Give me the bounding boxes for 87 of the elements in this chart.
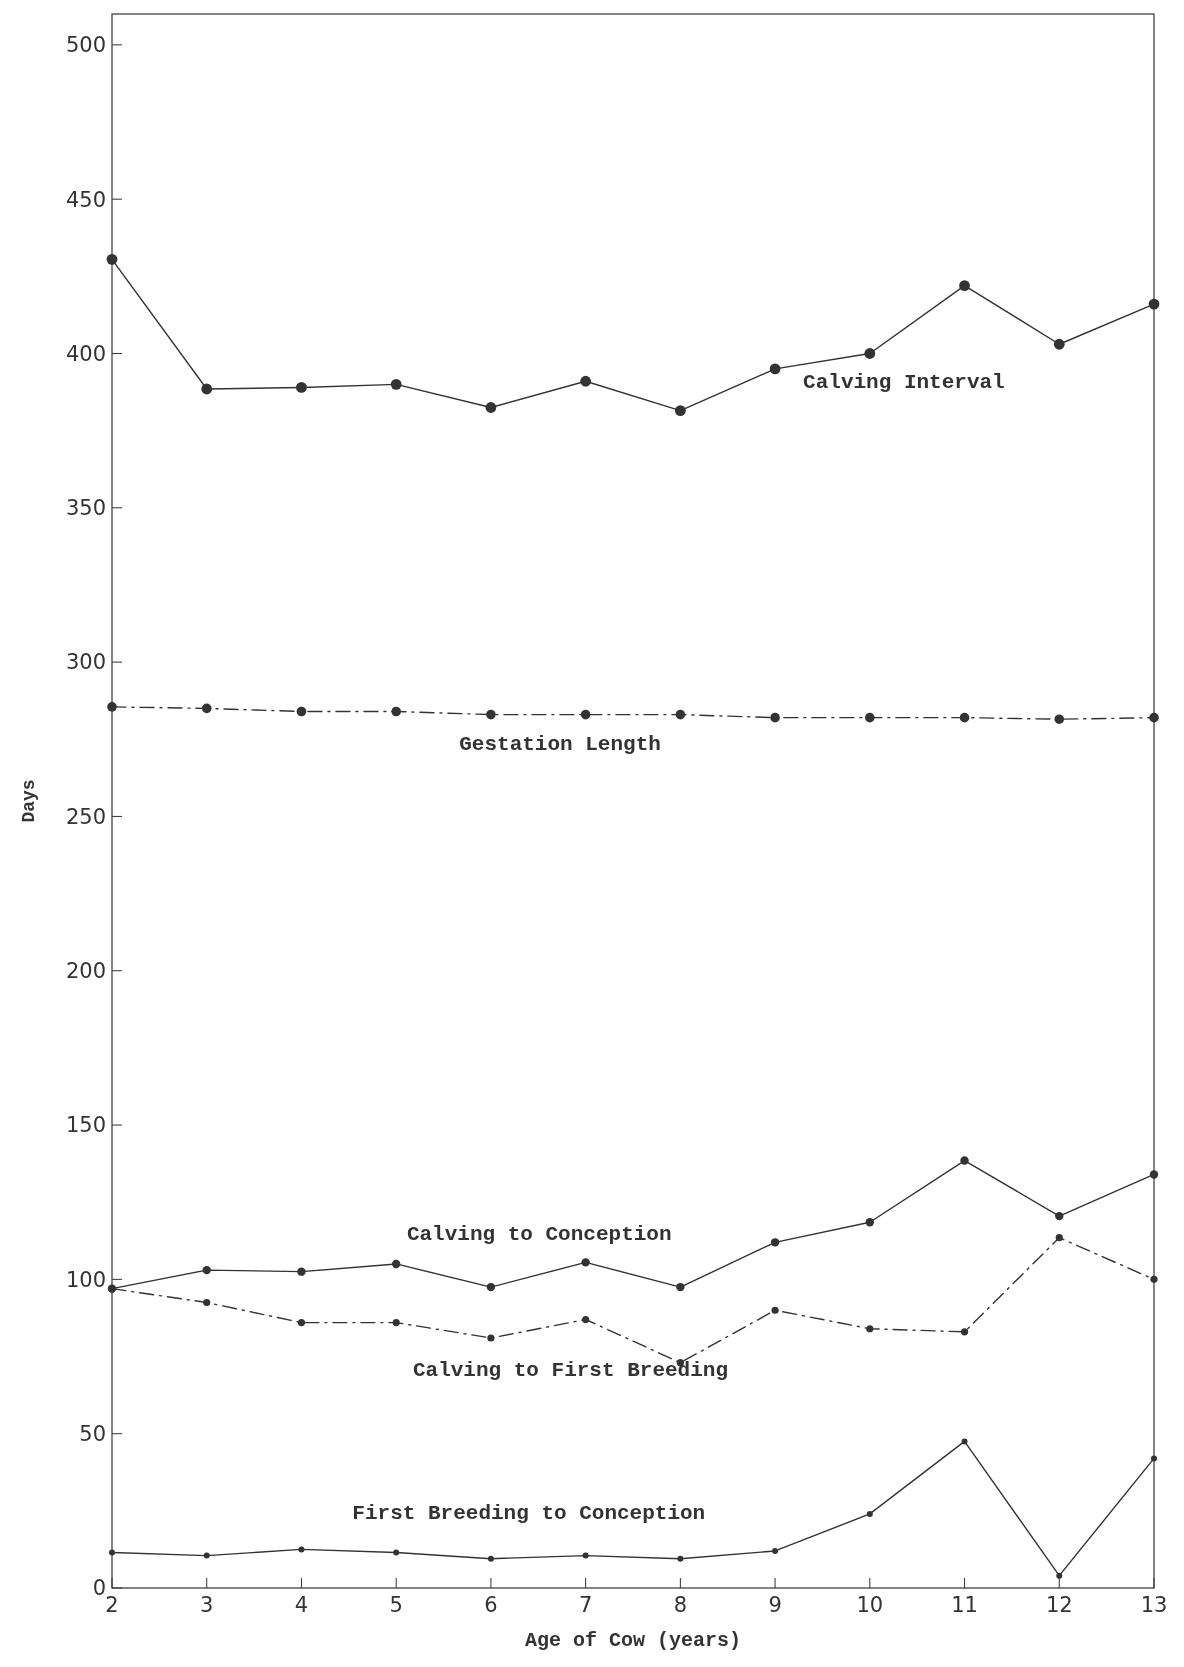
point	[1055, 1211, 1064, 1221]
point	[1053, 338, 1065, 350]
point	[960, 1156, 969, 1165]
point	[201, 703, 212, 714]
point	[675, 709, 686, 720]
x-tick-label: 9	[768, 1593, 782, 1617]
point	[486, 1282, 496, 1292]
point	[391, 1259, 401, 1269]
point	[582, 1552, 589, 1559]
point	[582, 1315, 590, 1324]
point	[296, 706, 307, 717]
x-tick-label: 3	[200, 1593, 214, 1617]
point	[865, 1218, 875, 1227]
point	[1149, 1170, 1159, 1179]
point	[676, 1282, 685, 1292]
point	[1056, 1572, 1063, 1579]
series-label: First Breeding to Conception	[352, 1501, 706, 1525]
point	[1150, 1275, 1158, 1283]
point	[959, 280, 970, 291]
point	[769, 363, 781, 375]
x-tick-label: 12	[1045, 1593, 1073, 1617]
point	[580, 375, 592, 387]
point	[297, 1267, 306, 1276]
x-tick-label: 4	[294, 1593, 309, 1617]
x-tick-label: 5	[389, 1593, 403, 1617]
y-tick-label: 350	[65, 496, 106, 521]
y-tick-label: 400	[65, 341, 106, 366]
point	[1055, 1234, 1063, 1242]
point	[770, 712, 780, 723]
point	[486, 709, 496, 720]
point	[106, 253, 118, 265]
point	[674, 405, 686, 416]
y-tick-label: 150	[65, 1113, 106, 1138]
point	[297, 1318, 306, 1327]
point	[1054, 714, 1065, 725]
point	[298, 1546, 305, 1553]
point	[392, 1318, 400, 1327]
point	[487, 1555, 494, 1562]
point	[866, 1325, 874, 1333]
y-tick-label: 100	[65, 1267, 106, 1292]
point	[109, 1549, 115, 1556]
point	[864, 348, 876, 359]
point	[677, 1555, 684, 1562]
point	[390, 378, 402, 390]
point	[296, 382, 307, 393]
series-label: Calving to First Breeding	[412, 1358, 729, 1382]
point	[581, 1258, 590, 1267]
y-tick-label: 500	[65, 33, 106, 58]
y-tick-label: 50	[79, 1422, 106, 1447]
point	[866, 1510, 873, 1517]
point	[391, 706, 401, 717]
point	[201, 383, 213, 395]
x-tick-label: 8	[673, 1593, 688, 1617]
point	[107, 702, 117, 712]
point	[771, 1306, 779, 1314]
y-tick-label: 300	[65, 650, 106, 675]
point	[772, 1547, 779, 1554]
x-tick-label: 2	[105, 1593, 119, 1617]
y-axis-title: Days	[19, 779, 39, 823]
series-label: Calving to Conception	[406, 1222, 672, 1246]
point	[961, 1438, 968, 1445]
point	[203, 1298, 211, 1307]
x-tick-label: 7	[578, 1593, 593, 1617]
point	[960, 1328, 969, 1336]
point	[865, 712, 875, 723]
x-tick-label: 11	[951, 1593, 978, 1617]
point	[959, 712, 970, 723]
point	[1149, 712, 1159, 723]
y-tick-label: 250	[65, 804, 106, 829]
x-tick-label: 13	[1140, 1593, 1168, 1617]
point	[487, 1334, 495, 1342]
point	[770, 1238, 780, 1247]
y-tick-label: 200	[65, 959, 106, 984]
y-tick-label: 0	[92, 1576, 106, 1601]
series-label: Gestation Length	[459, 732, 661, 756]
series-label: Calving Interval	[803, 371, 1005, 395]
point	[485, 402, 497, 413]
point	[580, 709, 591, 720]
y-tick-label: 450	[65, 187, 106, 212]
x-tick-label: 10	[856, 1593, 884, 1617]
point	[393, 1549, 400, 1556]
x-tick-label: 6	[484, 1593, 498, 1617]
point	[203, 1552, 210, 1559]
point	[202, 1265, 211, 1275]
x-axis-title: Age of Cow (years)	[524, 1629, 742, 1652]
point	[1151, 1455, 1157, 1462]
point	[1148, 298, 1160, 310]
